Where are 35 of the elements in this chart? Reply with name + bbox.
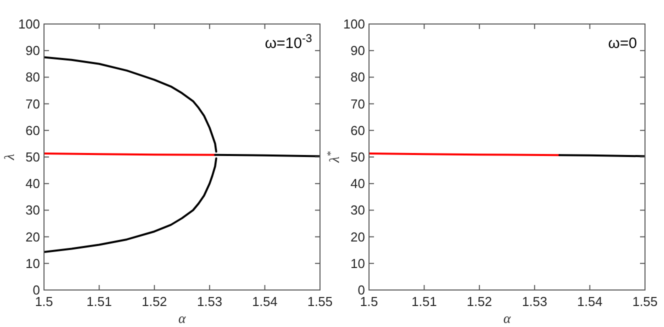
y-tick-label: 80 bbox=[350, 70, 365, 85]
y-tick-label: 20 bbox=[26, 229, 40, 244]
x-tick-label: 1.51 bbox=[86, 294, 112, 309]
y-tick-label: 70 bbox=[350, 96, 365, 112]
x-tick-label: 1.53 bbox=[196, 294, 222, 309]
x-tick-label: 1.55 bbox=[307, 294, 333, 309]
x-axis-title: α bbox=[503, 312, 512, 327]
y-tick-label: 10 bbox=[350, 256, 365, 271]
y-tick-label: 100 bbox=[343, 16, 365, 32]
y-tick-label: 60 bbox=[26, 122, 40, 138]
y-tick-label: 90 bbox=[350, 43, 365, 58]
x-tick-label: 1.52 bbox=[466, 294, 492, 309]
y-tick-label: 100 bbox=[18, 16, 40, 32]
x-tick-label: 1.53 bbox=[522, 294, 548, 309]
y-tick-label: 50 bbox=[350, 150, 365, 164]
x-axis-title: α bbox=[178, 312, 186, 327]
annotation: ω=0 bbox=[608, 35, 637, 52]
y-tick-label: 40 bbox=[350, 176, 365, 192]
y-tick-label: 20 bbox=[350, 229, 365, 244]
y-tick-label: 80 bbox=[26, 70, 40, 85]
y-tick-label: 10 bbox=[26, 256, 40, 271]
y-tick-label: 60 bbox=[350, 122, 365, 138]
x-tick-label: 1.55 bbox=[632, 294, 658, 309]
y-tick-label: 50 bbox=[26, 150, 40, 164]
x-tick-label: 1.54 bbox=[252, 294, 278, 309]
y-tick-label: 70 bbox=[26, 96, 40, 112]
x-tick-label: 1.51 bbox=[412, 294, 437, 309]
y-tick-label: 90 bbox=[26, 43, 40, 58]
annotation: ω=10$^{-3}$ bbox=[264, 33, 312, 52]
y-tick-label: 30 bbox=[350, 202, 365, 218]
x-tick-label: 1.54 bbox=[577, 294, 602, 309]
y-tick-label: 30 bbox=[26, 202, 40, 218]
y-tick-label: 40 bbox=[26, 176, 40, 192]
y-axis-title: λ bbox=[3, 154, 18, 162]
x-tick-label: 1.52 bbox=[142, 294, 168, 309]
